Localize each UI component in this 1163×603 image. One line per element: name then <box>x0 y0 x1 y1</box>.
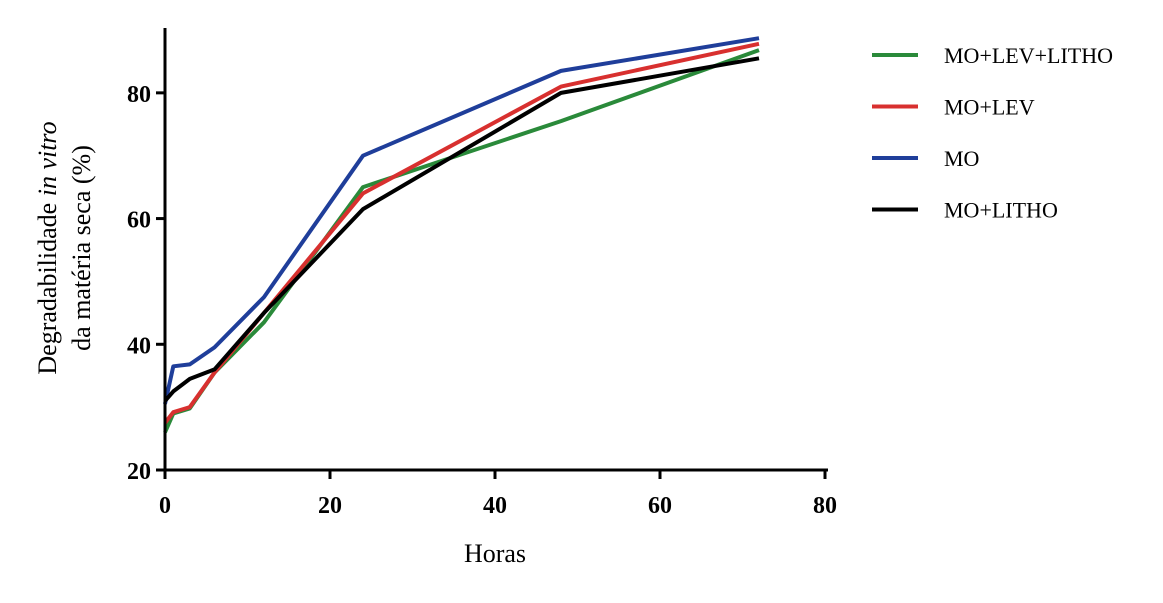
legend-label-mo-litho: MO+LITHO <box>944 198 1058 223</box>
y-tick-label: 80 <box>127 82 151 108</box>
x-axis-title: Horas <box>464 539 526 568</box>
axis-ticks: 0 20 40 60 80 20 40 60 80 <box>127 82 837 519</box>
x-tick-label: 40 <box>483 493 507 519</box>
series-line-mo-lev <box>163 41 760 425</box>
series-line-mo-lev-litho <box>163 48 760 434</box>
y-tick-label: 40 <box>127 333 151 359</box>
legend-label-mo-lev: MO+LEV <box>944 95 1035 120</box>
x-tick-label: 80 <box>813 493 837 519</box>
series-line-mo-litho <box>163 56 760 403</box>
x-tick-label: 20 <box>318 493 342 519</box>
y-axis-title-prefix: Degradabilidade <box>33 196 62 374</box>
y-axis-title-italic: in vitro <box>33 121 62 196</box>
svg-text:Degradabilidade in vitro: Degradabilidade in vitro <box>33 121 62 374</box>
legend: MO+LEV+LITHO MO+LEV MO MO+LITHO <box>872 43 1113 223</box>
y-axis-title: Degradabilidade in vitro da matéria seca… <box>33 121 96 374</box>
series-lines <box>163 36 760 434</box>
y-tick-label: 60 <box>127 208 151 234</box>
y-tick-label: 20 <box>127 459 151 485</box>
legend-label-mo: MO <box>944 146 979 171</box>
x-tick-label: 60 <box>648 493 672 519</box>
series-line-mo <box>163 36 760 405</box>
x-tick-label: 0 <box>159 493 171 519</box>
y-axis-title-line2: da matéria seca (%) <box>67 145 96 351</box>
legend-label-mo-lev-litho: MO+LEV+LITHO <box>944 43 1113 68</box>
